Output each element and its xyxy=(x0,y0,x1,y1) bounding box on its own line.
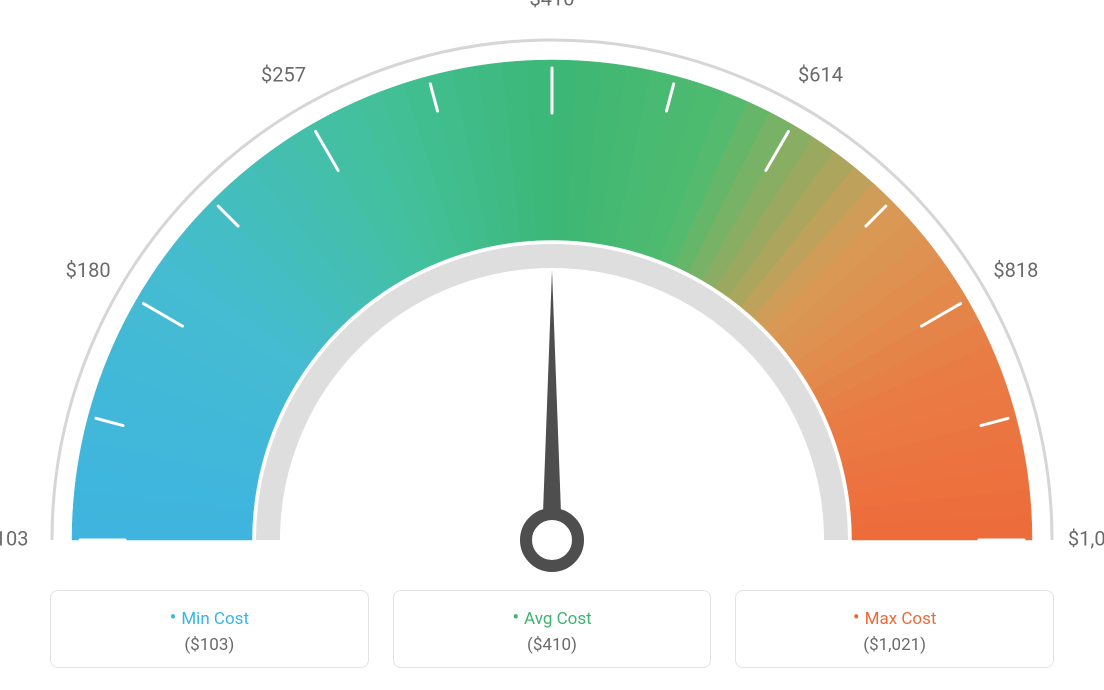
svg-text:$103: $103 xyxy=(0,526,28,550)
legend-card-avg: Avg Cost ($410) xyxy=(393,590,712,668)
legend-card-min: Min Cost ($103) xyxy=(50,590,369,668)
gauge-container: $103 $180 $257 $410 $614 $818 $1,021 xyxy=(0,0,1104,580)
legend-title-max: Max Cost xyxy=(746,605,1043,629)
svg-text:$1,021: $1,021 xyxy=(1068,526,1104,550)
legend-value-max: ($1,021) xyxy=(746,635,1043,655)
legend-row: Min Cost ($103) Avg Cost ($410) Max Cost… xyxy=(0,590,1104,668)
legend-title-min: Min Cost xyxy=(61,605,358,629)
legend-title-avg: Avg Cost xyxy=(404,605,701,629)
svg-text:$180: $180 xyxy=(66,258,111,282)
svg-text:$257: $257 xyxy=(261,62,306,86)
legend-value-avg: ($410) xyxy=(404,635,701,655)
svg-text:$614: $614 xyxy=(798,62,843,86)
svg-text:$818: $818 xyxy=(993,258,1038,282)
svg-text:$410: $410 xyxy=(530,0,575,10)
gauge-chart: $103 $180 $257 $410 $614 $818 $1,021 xyxy=(0,0,1104,580)
legend-value-min: ($103) xyxy=(61,635,358,655)
legend-card-max: Max Cost ($1,021) xyxy=(735,590,1054,668)
